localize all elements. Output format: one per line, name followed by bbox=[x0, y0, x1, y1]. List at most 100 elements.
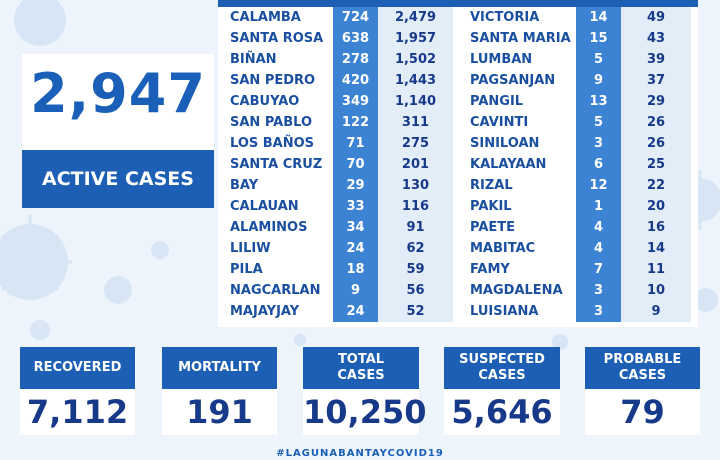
municipality-name: PAETE bbox=[470, 220, 516, 235]
municipality-name: PAGSANJAN bbox=[470, 73, 556, 88]
total-count: 11 bbox=[621, 259, 691, 280]
table-row: PAKIL 1 20 bbox=[458, 196, 691, 217]
total-count: 26 bbox=[621, 133, 691, 154]
table-row: NAGCARLAN 9 56 bbox=[218, 280, 453, 301]
stat-value: 5,646 bbox=[451, 393, 553, 431]
active-count: 724 bbox=[333, 7, 378, 28]
table-left-column: CALAMBA 724 2,479 SANTA ROSA 638 1,957 BIÑAN 27… bbox=[218, 7, 453, 322]
active-count: 5 bbox=[576, 112, 621, 133]
active-count: 33 bbox=[333, 196, 378, 217]
table-row: SAN PABLO 122 311 bbox=[218, 112, 453, 133]
municipality-name: MABITAC bbox=[470, 241, 536, 256]
total-count: 1,443 bbox=[378, 70, 453, 91]
total-count: 56 bbox=[378, 280, 453, 301]
active-count: 18 bbox=[333, 259, 378, 280]
active-count: 70 bbox=[333, 154, 378, 175]
table-row: CABUYAO 349 1,140 bbox=[218, 91, 453, 112]
stat-label: SUSPECTED CASES bbox=[444, 347, 560, 389]
municipality-cases-table: CALAMBA 724 2,479 SANTA ROSA 638 1,957 BIÑAN 27… bbox=[218, 0, 698, 327]
stat-value: 7,112 bbox=[26, 393, 129, 431]
table-row: BAY 29 130 bbox=[218, 175, 453, 196]
municipality-name: PANGIL bbox=[470, 94, 524, 109]
stat-card: TOTAL CASES 10,250 bbox=[303, 347, 426, 435]
municipality-name: SANTA CRUZ bbox=[230, 157, 323, 172]
stat-card: SUSPECTED CASES 5,646 bbox=[444, 347, 560, 435]
total-count: 1,140 bbox=[378, 91, 453, 112]
municipality-name: LUISIANA bbox=[470, 304, 539, 319]
municipality-name: CALAMBA bbox=[230, 10, 301, 25]
active-count: 122 bbox=[333, 112, 378, 133]
municipality-name: ALAMINOS bbox=[230, 220, 308, 235]
municipality-name: MAJAYJAY bbox=[230, 304, 300, 319]
table-row: ALAMINOS 34 91 bbox=[218, 217, 453, 238]
stat-label: RECOVERED bbox=[20, 347, 135, 389]
table-row: PANGIL 13 29 bbox=[458, 91, 691, 112]
stat-card: MORTALITY 191 bbox=[162, 347, 277, 435]
table-row: SINILOAN 3 26 bbox=[458, 133, 691, 154]
stat-card: RECOVERED 7,112 bbox=[20, 347, 135, 435]
municipality-name: RIZAL bbox=[470, 178, 513, 193]
active-count: 420 bbox=[333, 70, 378, 91]
table-row: LOS BAÑOS 71 275 bbox=[218, 133, 453, 154]
active-count: 9 bbox=[576, 70, 621, 91]
total-count: 116 bbox=[378, 196, 453, 217]
total-count: 39 bbox=[621, 49, 691, 70]
active-count: 15 bbox=[576, 28, 621, 49]
municipality-name: SAN PEDRO bbox=[230, 73, 316, 88]
table-row: PAETE 4 16 bbox=[458, 217, 691, 238]
total-count: 10 bbox=[621, 280, 691, 301]
municipality-name: CABUYAO bbox=[230, 94, 300, 109]
municipality-name: SAN PABLO bbox=[230, 115, 313, 130]
table-row: CAVINTI 5 26 bbox=[458, 112, 691, 133]
active-count: 14 bbox=[576, 7, 621, 28]
municipality-name: SANTA ROSA bbox=[230, 31, 324, 46]
table-row: PILA 18 59 bbox=[218, 259, 453, 280]
total-count: 25 bbox=[621, 154, 691, 175]
total-count: 2,479 bbox=[378, 7, 453, 28]
table-row: SANTA CRUZ 70 201 bbox=[218, 154, 453, 175]
table-row: PAGSANJAN 9 37 bbox=[458, 70, 691, 91]
table-row: LILIW 24 62 bbox=[218, 238, 453, 259]
table-header-bar bbox=[218, 0, 698, 7]
total-count: 275 bbox=[378, 133, 453, 154]
municipality-name: SANTA MARIA bbox=[470, 31, 571, 46]
total-count: 311 bbox=[378, 112, 453, 133]
stat-label: MORTALITY bbox=[162, 347, 277, 389]
total-count: 14 bbox=[621, 238, 691, 259]
table-right-column: VICTORIA 14 49 SANTA MARIA 15 43 LUMBAN 5 39 PAGS… bbox=[458, 7, 691, 322]
municipality-name: KALAYAAN bbox=[470, 157, 547, 172]
table-row: BIÑAN 278 1,502 bbox=[218, 49, 453, 70]
active-count: 24 bbox=[333, 238, 378, 259]
total-count: 1,957 bbox=[378, 28, 453, 49]
municipality-name: FAMY bbox=[470, 262, 510, 277]
table-row: SANTA MARIA 15 43 bbox=[458, 28, 691, 49]
active-count: 29 bbox=[333, 175, 378, 196]
active-count: 12 bbox=[576, 175, 621, 196]
active-count: 71 bbox=[333, 133, 378, 154]
active-count: 1 bbox=[576, 196, 621, 217]
municipality-name: LILIW bbox=[230, 241, 271, 256]
active-count: 3 bbox=[576, 301, 621, 322]
table-row: SANTA ROSA 638 1,957 bbox=[218, 28, 453, 49]
table-row: FAMY 7 11 bbox=[458, 259, 691, 280]
total-count: 9 bbox=[621, 301, 691, 322]
stat-label: PROBABLE CASES bbox=[585, 347, 700, 389]
table-row: VICTORIA 14 49 bbox=[458, 7, 691, 28]
active-count: 34 bbox=[333, 217, 378, 238]
total-count: 91 bbox=[378, 217, 453, 238]
total-count: 49 bbox=[621, 7, 691, 28]
active-count: 6 bbox=[576, 154, 621, 175]
municipality-name: CAVINTI bbox=[470, 115, 529, 130]
stat-card: PROBABLE CASES 79 bbox=[585, 347, 700, 435]
active-count: 7 bbox=[576, 259, 621, 280]
municipality-name: VICTORIA bbox=[470, 10, 540, 25]
table-row: KALAYAAN 6 25 bbox=[458, 154, 691, 175]
table-row: SAN PEDRO 420 1,443 bbox=[218, 70, 453, 91]
active-count: 4 bbox=[576, 217, 621, 238]
stat-value: 191 bbox=[186, 393, 253, 431]
municipality-name: CALAUAN bbox=[230, 199, 299, 214]
total-count: 43 bbox=[621, 28, 691, 49]
active-count: 278 bbox=[333, 49, 378, 70]
total-count: 1,502 bbox=[378, 49, 453, 70]
table-row: MAJAYJAY 24 52 bbox=[218, 301, 453, 322]
